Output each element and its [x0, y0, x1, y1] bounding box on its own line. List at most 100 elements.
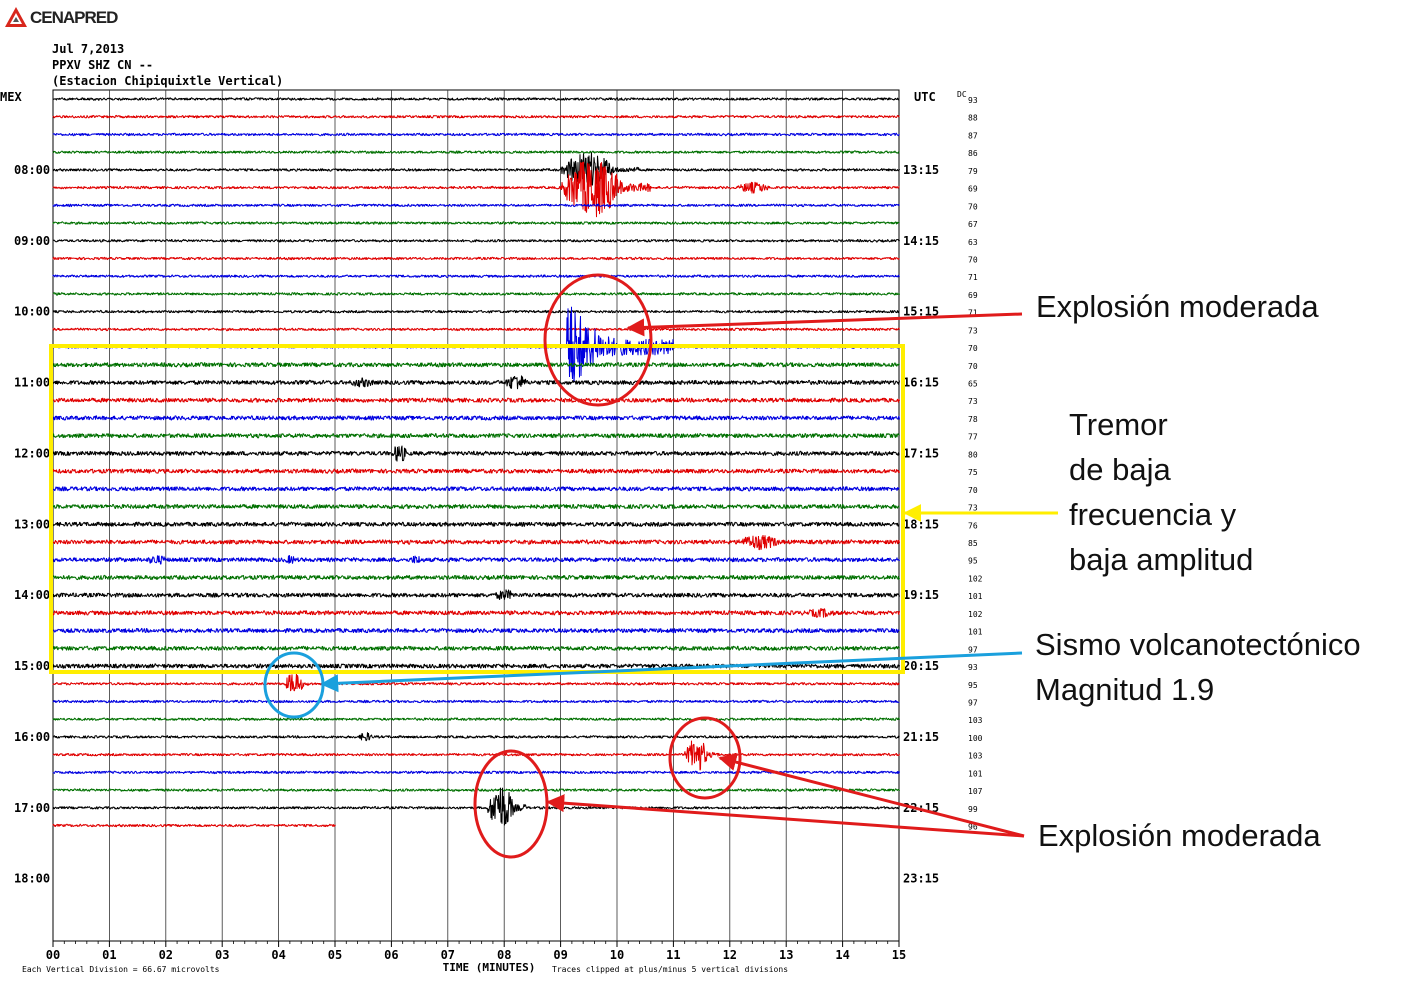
right-hour-label: 19:15 — [903, 588, 939, 602]
dc-value: 77 — [968, 433, 978, 442]
seismic-trace — [52, 770, 900, 775]
seismic-trace — [52, 645, 900, 651]
seismic-trace — [52, 152, 900, 186]
explosion-highlight-circle — [543, 273, 653, 407]
tremor-highlight-box — [49, 344, 905, 674]
left-hour-label: 14:00 — [14, 588, 50, 602]
explosion-top-arrow — [626, 312, 1023, 337]
seismic-trace — [52, 534, 900, 551]
seismic-trace — [52, 327, 900, 332]
dc-value: 70 — [968, 344, 978, 353]
x-tick-label: 12 — [723, 948, 737, 962]
left-hour-label: 10:00 — [14, 305, 50, 319]
seismic-trace — [52, 203, 900, 208]
seismic-trace — [52, 221, 900, 225]
dc-value: 101 — [968, 769, 983, 778]
station-code: PPXV SHZ CN -- — [52, 58, 154, 72]
right-hour-label: 20:15 — [903, 659, 939, 673]
right-hour-label: 15:15 — [903, 305, 939, 319]
left-hour-label: 09:00 — [14, 234, 50, 248]
left-hour-label: 13:00 — [14, 517, 50, 531]
cenapred-logo-icon — [5, 7, 27, 27]
seismic-trace — [52, 555, 900, 565]
dc-value: 70 — [968, 486, 978, 495]
dc-value: 96 — [968, 823, 978, 832]
tremor-label-line-4: baja amplitud — [1069, 542, 1254, 577]
left-hour-label: 18:00 — [14, 872, 50, 886]
seismic-trace — [52, 309, 900, 314]
seismic-trace — [52, 239, 900, 243]
dc-value: 102 — [968, 610, 983, 619]
vt-arrow — [320, 651, 1023, 693]
dc-value: 71 — [968, 273, 978, 282]
dc-value: 93 — [968, 96, 978, 105]
seismic-trace — [52, 445, 900, 462]
x-tick-label: 08 — [497, 948, 511, 962]
right-hour-label: 14:15 — [903, 234, 939, 248]
logo-text: CENAPRED — [30, 8, 118, 27]
dc-value: 93 — [968, 663, 978, 672]
dc-value: 101 — [968, 628, 983, 637]
x-tick-label: 15 — [892, 948, 906, 962]
cenapred-logo: CENAPRED — [4, 4, 124, 30]
dc-value: 86 — [968, 149, 978, 158]
dc-value: 78 — [968, 415, 978, 424]
dc-value: 99 — [968, 805, 978, 814]
dc-value: 71 — [968, 309, 978, 318]
seismic-trace — [52, 732, 900, 742]
dc-value: 80 — [968, 450, 978, 459]
dc-value: 73 — [968, 504, 978, 513]
tremor-label-line-3: frecuencia y — [1069, 497, 1237, 532]
left-hour-label: 11:00 — [14, 376, 50, 390]
vt-label-line-1: Sismo volcanotectónico — [1035, 627, 1361, 662]
x-tick-label: 09 — [553, 948, 567, 962]
dc-value: 70 — [968, 202, 978, 211]
x-tick-label: 14 — [835, 948, 849, 962]
dc-value: 87 — [968, 131, 978, 140]
left-hour-label: 12:00 — [14, 446, 50, 460]
x-tick-label: 04 — [271, 948, 285, 962]
seismic-trace — [52, 274, 900, 278]
explosion-bottom-arrow — [546, 794, 1025, 838]
dc-value: 67 — [968, 220, 978, 229]
seismic-trace — [52, 486, 900, 492]
seismic-trace — [52, 256, 900, 261]
seismic-trace — [52, 468, 900, 474]
tremor-label-line-2: de baja — [1069, 452, 1171, 487]
seismic-trace — [52, 503, 900, 510]
x-tick-label: 06 — [384, 948, 398, 962]
x-tick-label: 02 — [159, 948, 173, 962]
dc-value: 69 — [968, 291, 978, 300]
seismic-trace — [52, 161, 900, 218]
right-hour-label: 21:15 — [903, 730, 939, 744]
x-tick-label: 11 — [666, 948, 680, 962]
explosion-highlight-circle — [668, 716, 742, 800]
seismic-trace — [52, 397, 900, 403]
seismic-trace — [52, 114, 900, 119]
footer-left-note: Each Vertical Division = 66.67 microvolt… — [22, 965, 220, 974]
seismic-trace — [52, 717, 900, 721]
seismic-trace — [52, 362, 900, 368]
seismic-trace — [52, 97, 900, 101]
dc-value: 73 — [968, 326, 978, 335]
dc-value: 100 — [968, 734, 983, 743]
dc-value: 97 — [968, 645, 978, 654]
right-hour-label: 17:15 — [903, 446, 939, 460]
right-timezone-label: UTC — [914, 90, 936, 104]
left-hour-label: 16:00 — [14, 730, 50, 744]
seismic-trace — [52, 607, 900, 618]
seismic-trace — [52, 574, 900, 581]
dc-value: 85 — [968, 539, 978, 548]
right-hour-label: 23:15 — [903, 872, 939, 886]
explosion-top-label: Explosión moderada — [1036, 289, 1319, 324]
seismic-trace — [52, 292, 900, 296]
tremor-label-line-1: Tremor — [1069, 407, 1168, 442]
dc-value: 65 — [968, 380, 978, 389]
x-tick-label: 01 — [102, 948, 116, 962]
dc-value: 88 — [968, 114, 978, 123]
right-hour-label: 18:15 — [903, 517, 939, 531]
explosion-bottom-label: Explosión moderada — [1038, 818, 1321, 853]
record-date: Jul 7,2013 — [52, 42, 125, 56]
seismic-trace — [52, 740, 900, 771]
dc-value: 76 — [968, 521, 978, 530]
